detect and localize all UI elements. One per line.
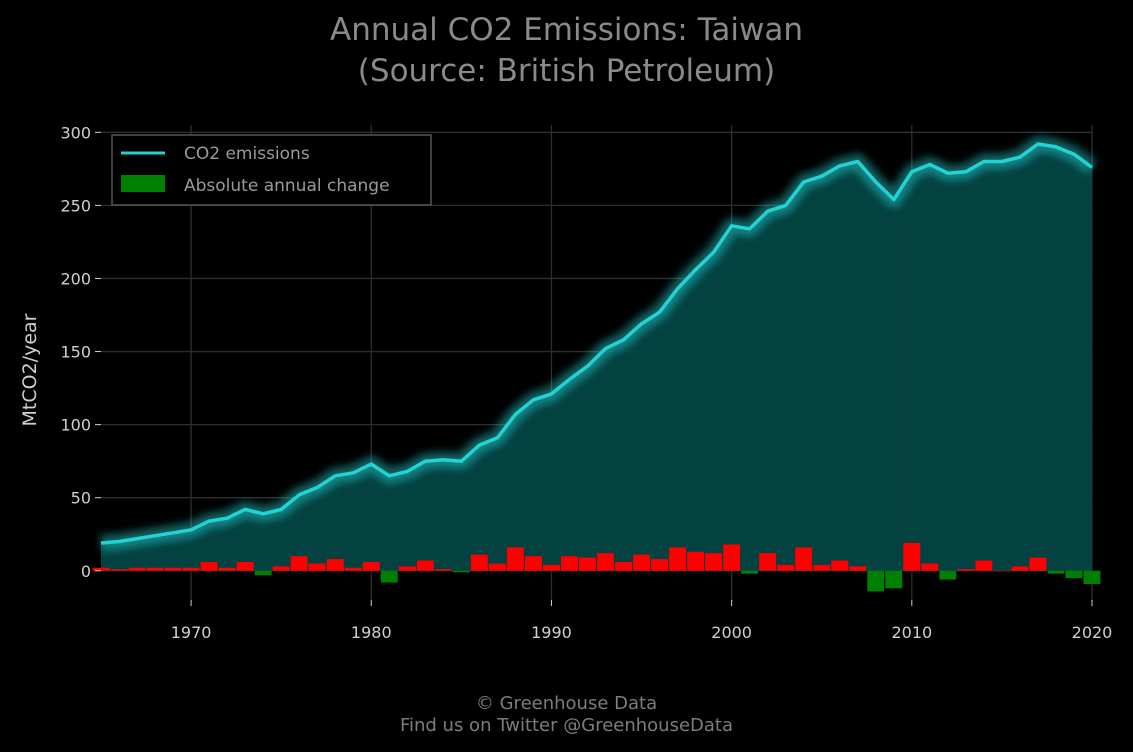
footer-credit: © Greenhouse Data (475, 693, 658, 714)
chart-title-line2: (Source: British Petroleum) (357, 53, 776, 89)
change-bar (669, 547, 686, 571)
footer-twitter: Find us on Twitter @GreenhouseData (399, 715, 734, 736)
change-bar (434, 569, 452, 571)
y-tick-label: 250 (60, 196, 91, 215)
y-tick-label: 50 (71, 489, 91, 508)
axes: 0 50 100 150 200 250 300 1970 1980 1990 2000 2010 20… (60, 123, 1112, 642)
change-bar (452, 570, 470, 573)
change-bar (903, 543, 921, 571)
annual-change-bars (92, 543, 1101, 592)
change-bar (993, 570, 1011, 572)
change-bar (128, 567, 146, 571)
change-bar (723, 544, 741, 571)
change-bar (146, 567, 164, 571)
change-bar (777, 564, 795, 571)
chart-canvas: 0 50 100 150 200 250 300 1970 1980 1990 2000 2010 20… (19, 123, 1112, 642)
chart-title-line1: Annual CO2 Emissions: Taiwan (329, 12, 804, 48)
y-axis-label: MtCO2/year (19, 313, 41, 426)
legend-box (111, 134, 432, 206)
change-bar (506, 547, 524, 571)
change-bar (488, 563, 506, 571)
change-bar (543, 564, 560, 571)
change-bar (1065, 570, 1083, 579)
emissions-area-fill (101, 144, 1092, 571)
change-bar (110, 569, 128, 571)
change-bar (597, 553, 614, 571)
change-bar (200, 562, 218, 571)
y-tick-label: 200 (60, 269, 91, 288)
x-tick-label: 2020 (1072, 623, 1113, 642)
change-bar (525, 556, 542, 571)
change-bar (615, 562, 632, 571)
change-bar (1011, 566, 1029, 571)
emissions-line (100, 142, 1094, 545)
change-bar (939, 570, 957, 580)
change-bar (1047, 570, 1065, 574)
change-bar (362, 562, 380, 571)
change-bar (470, 554, 488, 571)
change-bar (561, 556, 578, 571)
y-tick-label: 150 (60, 343, 91, 362)
change-bar (867, 570, 885, 592)
y-tick-label: 300 (60, 123, 91, 142)
change-bar (416, 560, 434, 571)
change-bar (849, 566, 867, 571)
change-bar (182, 567, 200, 571)
change-bar (741, 570, 759, 574)
change-bar (218, 567, 236, 571)
change-bar (921, 563, 939, 571)
legend-label-emissions: CO2 emissions (184, 144, 310, 164)
change-bar (1083, 570, 1101, 584)
change-bar (272, 566, 290, 571)
change-bar (651, 559, 668, 571)
change-bar (885, 570, 903, 589)
legend: CO2 emissions Absolute annual change (111, 134, 432, 206)
change-bar (759, 553, 777, 571)
change-bar (633, 554, 650, 571)
change-bar (705, 553, 722, 571)
change-bar (831, 560, 849, 571)
x-tick-label: 2000 (711, 623, 752, 642)
change-bar (579, 557, 596, 571)
legend-label-change: Absolute annual change (184, 176, 390, 196)
change-bar (957, 569, 975, 571)
change-bar (813, 564, 831, 571)
change-bar (164, 567, 182, 571)
change-bar (380, 570, 398, 583)
change-bar (254, 570, 272, 576)
change-bar (795, 547, 813, 571)
change-bar (308, 563, 326, 571)
x-tick-label: 1970 (171, 623, 212, 642)
change-bar (92, 567, 110, 571)
y-tick-label: 100 (60, 416, 91, 435)
change-bar (975, 560, 993, 571)
change-bar (687, 551, 704, 571)
change-bar (326, 559, 344, 571)
y-tick-label: 0 (81, 562, 91, 581)
change-bar (290, 556, 308, 571)
legend-bar-swatch (121, 175, 165, 192)
x-tick-label: 2010 (891, 623, 932, 642)
x-tick-label: 1990 (531, 623, 572, 642)
change-bar (344, 567, 362, 571)
change-bar (1029, 557, 1047, 571)
change-bar (236, 562, 254, 571)
x-tick-label: 1980 (351, 623, 392, 642)
change-bar (398, 566, 416, 571)
